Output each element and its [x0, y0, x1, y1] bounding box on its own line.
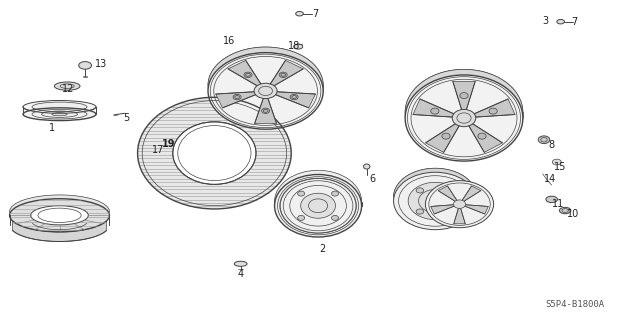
Text: 10: 10 [566, 209, 579, 219]
Polygon shape [394, 168, 477, 201]
Text: 7: 7 [312, 9, 318, 19]
Text: 1: 1 [49, 123, 56, 133]
Ellipse shape [546, 196, 557, 203]
Text: 14: 14 [544, 174, 557, 184]
Text: 18: 18 [288, 41, 301, 51]
Ellipse shape [456, 128, 465, 134]
Polygon shape [138, 97, 291, 209]
Ellipse shape [52, 113, 67, 116]
Polygon shape [274, 92, 316, 108]
Ellipse shape [416, 188, 424, 193]
Ellipse shape [426, 181, 493, 228]
Ellipse shape [453, 200, 466, 208]
Text: 12: 12 [61, 84, 74, 94]
Polygon shape [461, 186, 481, 202]
Ellipse shape [54, 82, 80, 90]
Ellipse shape [405, 70, 523, 156]
Text: 4: 4 [237, 269, 244, 279]
Polygon shape [269, 60, 303, 87]
Ellipse shape [394, 168, 477, 226]
Polygon shape [464, 204, 488, 214]
Ellipse shape [442, 133, 450, 139]
Ellipse shape [32, 102, 87, 112]
Ellipse shape [447, 209, 454, 214]
Ellipse shape [31, 206, 88, 225]
Ellipse shape [408, 182, 462, 220]
Polygon shape [468, 123, 502, 152]
Polygon shape [255, 97, 276, 123]
Ellipse shape [296, 11, 303, 16]
Text: 16: 16 [223, 36, 236, 47]
Ellipse shape [254, 83, 277, 99]
Ellipse shape [173, 122, 256, 184]
Ellipse shape [332, 215, 339, 220]
Ellipse shape [275, 174, 362, 237]
Ellipse shape [275, 170, 362, 233]
Polygon shape [216, 92, 257, 108]
Text: 17: 17 [152, 145, 164, 155]
Polygon shape [472, 99, 515, 117]
Polygon shape [431, 204, 455, 214]
Ellipse shape [552, 159, 561, 165]
Ellipse shape [460, 93, 468, 99]
Polygon shape [208, 47, 323, 91]
Text: 6: 6 [369, 174, 376, 184]
Ellipse shape [208, 47, 323, 124]
Ellipse shape [301, 193, 335, 218]
Ellipse shape [452, 109, 476, 127]
Text: 19: 19 [161, 139, 175, 149]
Ellipse shape [23, 108, 96, 121]
Polygon shape [13, 221, 106, 241]
Ellipse shape [208, 53, 323, 129]
Polygon shape [438, 186, 458, 202]
Ellipse shape [438, 130, 449, 138]
Ellipse shape [10, 195, 109, 228]
Ellipse shape [394, 172, 477, 230]
Text: 15: 15 [554, 161, 567, 172]
Ellipse shape [405, 75, 523, 161]
Ellipse shape [294, 44, 303, 49]
Text: 8: 8 [450, 135, 456, 145]
Ellipse shape [262, 108, 269, 114]
Text: 9: 9 [456, 108, 463, 118]
Ellipse shape [23, 100, 96, 113]
Ellipse shape [538, 136, 550, 144]
Polygon shape [413, 99, 456, 117]
Polygon shape [454, 208, 465, 224]
Text: 3: 3 [542, 16, 548, 26]
Ellipse shape [298, 215, 305, 220]
Text: 15: 15 [461, 131, 474, 142]
Polygon shape [228, 60, 262, 87]
Ellipse shape [298, 191, 305, 196]
Ellipse shape [447, 188, 454, 193]
Polygon shape [426, 123, 460, 152]
Ellipse shape [79, 62, 92, 69]
Text: 13: 13 [95, 59, 108, 69]
Ellipse shape [557, 19, 564, 24]
Ellipse shape [478, 133, 486, 139]
Ellipse shape [290, 94, 298, 100]
Ellipse shape [431, 108, 439, 114]
Text: 11: 11 [552, 198, 564, 209]
Text: S5P4-B1800A: S5P4-B1800A [546, 300, 605, 309]
Ellipse shape [233, 94, 241, 100]
Text: 8: 8 [548, 140, 555, 150]
Ellipse shape [364, 164, 370, 169]
Ellipse shape [489, 108, 497, 114]
Ellipse shape [234, 261, 247, 266]
Polygon shape [10, 199, 109, 232]
Ellipse shape [244, 72, 252, 78]
Ellipse shape [279, 72, 287, 78]
Ellipse shape [559, 207, 571, 214]
Text: 5: 5 [124, 113, 130, 123]
Text: 7: 7 [572, 17, 578, 27]
Text: 2: 2 [319, 244, 325, 254]
Ellipse shape [416, 209, 424, 214]
Polygon shape [405, 70, 523, 118]
Ellipse shape [332, 191, 339, 196]
Polygon shape [453, 81, 475, 111]
Polygon shape [275, 202, 362, 237]
